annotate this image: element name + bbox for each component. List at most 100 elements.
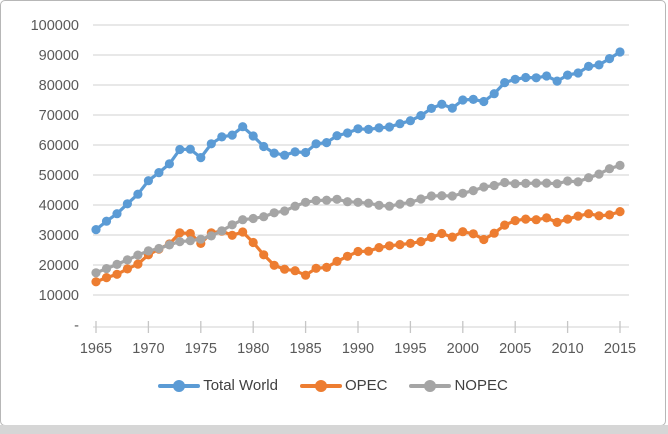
x-axis-label: 1995 bbox=[394, 341, 426, 357]
data-point-total-world bbox=[563, 70, 573, 80]
legend-marker-opec bbox=[299, 379, 342, 392]
data-point-total-world bbox=[521, 72, 531, 83]
data-point-nopec bbox=[322, 195, 332, 205]
data-point-nopec bbox=[112, 259, 122, 269]
data-point-nopec bbox=[405, 197, 415, 207]
data-point-total-world bbox=[259, 141, 269, 152]
data-point-opec bbox=[426, 232, 436, 242]
data-point-total-world bbox=[342, 128, 353, 138]
data-point-opec bbox=[500, 220, 510, 230]
data-point-nopec bbox=[374, 200, 384, 210]
data-point-total-world bbox=[374, 123, 384, 133]
data-point-opec bbox=[248, 237, 258, 248]
data-point-opec bbox=[510, 216, 520, 226]
data-point-nopec bbox=[133, 250, 143, 260]
data-point-total-world bbox=[531, 73, 541, 83]
legend-dot-icon bbox=[173, 379, 186, 392]
data-point-total-world bbox=[112, 209, 122, 219]
data-point-opec bbox=[175, 228, 185, 238]
data-point-opec bbox=[479, 234, 489, 245]
data-point-opec bbox=[447, 232, 457, 242]
data-point-nopec bbox=[468, 186, 478, 196]
data-point-nopec bbox=[615, 160, 625, 170]
data-point-nopec bbox=[175, 237, 185, 247]
data-point-nopec bbox=[280, 206, 290, 216]
data-point-opec bbox=[552, 217, 562, 227]
data-point-total-world bbox=[248, 131, 258, 141]
data-point-nopec bbox=[164, 240, 174, 250]
data-point-total-world bbox=[122, 199, 132, 209]
data-point-opec bbox=[416, 237, 426, 247]
data-point-nopec bbox=[416, 194, 426, 204]
data-point-opec bbox=[437, 228, 447, 239]
window-edge bbox=[0, 425, 668, 434]
x-axis-label: 1990 bbox=[342, 341, 374, 357]
data-point-total-world bbox=[311, 139, 321, 149]
data-point-nopec bbox=[573, 177, 583, 187]
data-point-nopec bbox=[594, 169, 604, 179]
legend-label: Total World bbox=[203, 377, 278, 394]
data-point-total-world bbox=[594, 60, 604, 70]
data-point-total-world bbox=[101, 216, 112, 226]
data-point-total-world bbox=[332, 131, 342, 141]
data-point-total-world bbox=[468, 94, 478, 104]
data-point-opec bbox=[185, 228, 195, 239]
data-point-nopec bbox=[447, 191, 457, 201]
data-point-total-world bbox=[196, 153, 206, 163]
data-point-opec bbox=[290, 266, 300, 276]
data-point-total-world bbox=[405, 116, 415, 126]
data-point-opec bbox=[542, 213, 552, 223]
data-point-nopec bbox=[301, 197, 311, 207]
data-point-opec bbox=[615, 207, 625, 217]
y-axis-label: 10000 bbox=[39, 288, 79, 304]
data-point-total-world bbox=[489, 89, 499, 99]
y-axis-label: 70000 bbox=[39, 108, 79, 124]
y-axis-label: 50000 bbox=[39, 168, 79, 184]
data-point-nopec bbox=[542, 178, 552, 188]
chart-card: - 10000 20000 30000 40000 50000 60000 70000 8000… bbox=[0, 0, 666, 426]
data-point-nopec bbox=[196, 234, 206, 244]
data-point-total-world bbox=[185, 144, 195, 154]
data-point-total-world bbox=[395, 119, 405, 129]
data-point-nopec bbox=[185, 236, 195, 246]
data-point-opec bbox=[259, 250, 269, 260]
data-point-nopec bbox=[552, 179, 562, 189]
data-point-nopec bbox=[227, 220, 237, 230]
data-point-total-world bbox=[552, 76, 562, 86]
x-axis-label: 2000 bbox=[447, 341, 479, 357]
data-point-total-world bbox=[500, 78, 510, 88]
x-axis-label: 2010 bbox=[551, 341, 583, 357]
data-point-nopec bbox=[238, 215, 248, 225]
data-point-total-world bbox=[301, 147, 311, 158]
data-point-total-world bbox=[353, 124, 363, 134]
y-axis-label: - bbox=[74, 318, 79, 334]
x-axis-label: 2005 bbox=[499, 341, 531, 357]
data-point-opec bbox=[468, 229, 478, 239]
data-point-nopec bbox=[332, 194, 342, 204]
data-point-nopec bbox=[384, 201, 394, 211]
data-point-total-world bbox=[227, 130, 237, 140]
data-point-opec bbox=[531, 215, 541, 225]
data-point-opec bbox=[363, 246, 374, 256]
data-point-opec bbox=[374, 243, 384, 253]
data-point-opec bbox=[521, 214, 531, 224]
data-point-opec bbox=[458, 227, 468, 237]
data-point-opec bbox=[238, 227, 248, 237]
data-point-total-world bbox=[384, 122, 394, 132]
y-axis-label: 60000 bbox=[39, 138, 79, 154]
chart-legend: Total World OPEC NOPEC bbox=[1, 377, 665, 394]
y-axis-label: 30000 bbox=[39, 228, 79, 244]
data-point-nopec bbox=[500, 177, 510, 188]
data-point-opec bbox=[384, 241, 394, 251]
data-point-opec bbox=[573, 211, 583, 221]
legend-label: OPEC bbox=[344, 377, 388, 394]
legend-marker-nopec bbox=[409, 379, 452, 392]
data-point-nopec bbox=[269, 208, 279, 218]
data-point-total-world bbox=[143, 176, 153, 186]
legend-item-nopec: NOPEC bbox=[409, 377, 508, 394]
legend-dot-icon bbox=[314, 379, 327, 392]
data-point-opec bbox=[269, 260, 279, 270]
y-axis-label: 20000 bbox=[39, 258, 79, 274]
data-point-nopec bbox=[154, 243, 164, 254]
legend-item-total-world: Total World bbox=[158, 377, 278, 394]
